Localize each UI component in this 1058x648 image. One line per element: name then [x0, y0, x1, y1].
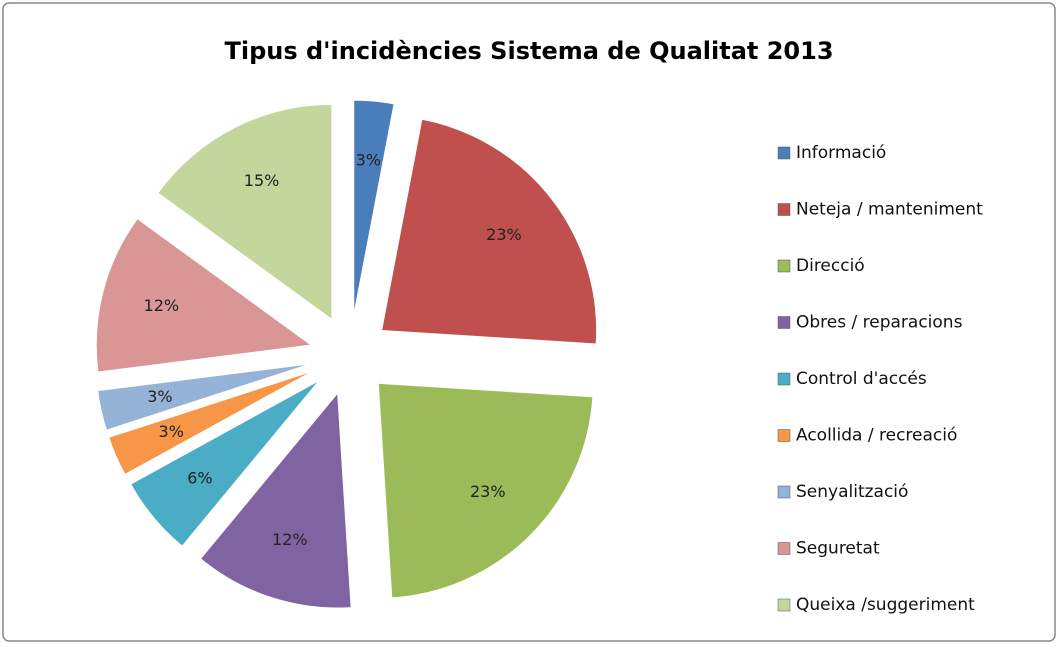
legend-swatch [777, 429, 791, 442]
data-label: 12% [144, 296, 180, 315]
pie-slice [108, 370, 314, 476]
pie-slice [95, 217, 313, 373]
legend-label: Queixa /suggeriment [796, 595, 975, 615]
pie-slice [199, 391, 352, 609]
pie-slice [377, 382, 594, 599]
data-label: 3% [159, 422, 184, 441]
legend-label: Acollida / recreació [796, 426, 957, 446]
legend-label: Informació [796, 143, 886, 163]
pie-slice [130, 380, 320, 547]
pie-slice [97, 363, 312, 431]
legend-label: Obres / reparacions [796, 313, 963, 333]
legend-label: Neteja / manteniment [796, 200, 983, 220]
legend-swatch [777, 485, 791, 499]
legend-label: Control d'accés [796, 369, 927, 389]
legend-swatch [777, 259, 791, 273]
data-label: 6% [187, 469, 212, 488]
data-label: 15% [244, 171, 280, 190]
legend-label: Direcció [796, 256, 865, 276]
legend-swatch [777, 372, 791, 386]
pie-slice [157, 103, 333, 321]
data-label: 12% [272, 530, 308, 549]
legend-label: Seguretat [796, 539, 880, 559]
data-label: 23% [486, 225, 522, 244]
legend-swatch [777, 146, 791, 160]
pie-slice [353, 99, 395, 316]
legend-swatch [777, 598, 791, 612]
legend-label: Senyalització [796, 482, 908, 502]
legend-swatch [777, 542, 791, 555]
chart-title: Tipus d'incidències Sistema de Qualitat … [224, 37, 833, 65]
data-label: 3% [356, 151, 381, 170]
data-label: 23% [470, 482, 506, 501]
pie-slice [381, 118, 598, 345]
data-label: 3% [147, 387, 172, 406]
legend-swatch [777, 203, 791, 216]
legend-swatch [777, 316, 791, 329]
